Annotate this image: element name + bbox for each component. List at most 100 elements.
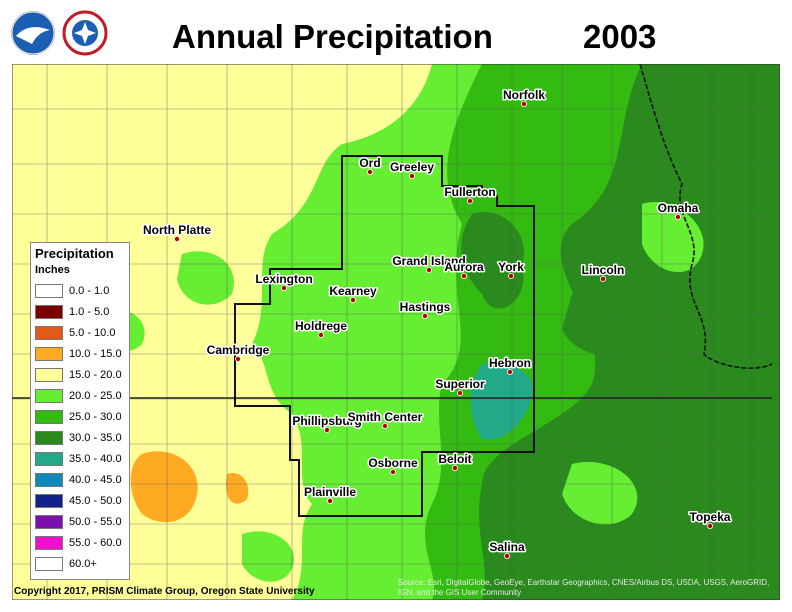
nws-logo <box>62 10 108 56</box>
city-marker: Superior <box>434 376 487 396</box>
title-year: 2003 <box>583 18 657 55</box>
legend-swatch <box>35 514 63 529</box>
city-marker: Omaha <box>656 200 700 220</box>
title-text: Annual Precipitation <box>172 18 493 55</box>
patch-orange <box>226 473 249 504</box>
city-dot <box>456 389 463 396</box>
city-label: Fullerton <box>444 185 495 199</box>
patch-light <box>562 462 638 525</box>
legend-item: 40.0 - 45.0 <box>35 469 129 490</box>
city-dot <box>675 213 682 220</box>
legend-swatch <box>35 388 63 403</box>
city-dot <box>326 497 333 504</box>
legend-label: 40.0 - 45.0 <box>69 473 122 486</box>
city-marker: Salina <box>488 539 526 559</box>
city-label: Grand Island <box>392 254 465 268</box>
city-label: Kearney <box>329 284 377 298</box>
city-label: Plainville <box>304 485 356 499</box>
city-dot <box>280 284 287 291</box>
city-label: Hebron <box>489 356 531 370</box>
legend-swatch <box>35 472 63 487</box>
city-marker: Hebron <box>488 355 533 375</box>
city-dot <box>460 272 467 279</box>
legend-swatch <box>35 367 63 382</box>
city-label: Greeley <box>390 160 434 174</box>
city-label: Norfolk <box>503 88 545 102</box>
city-dot <box>323 426 330 433</box>
legend-swatch <box>35 430 63 445</box>
noaa-logo <box>11 11 55 55</box>
legend-label: 30.0 - 35.0 <box>69 431 122 444</box>
legend-label: 50.0 - 55.0 <box>69 515 122 528</box>
city-label: York <box>498 260 524 274</box>
city-label: Cambridge <box>207 343 270 357</box>
city-marker: York <box>497 259 526 279</box>
city-marker: Lexington <box>254 271 314 291</box>
legend-swatch <box>35 535 63 550</box>
city-label: Lexington <box>255 272 312 286</box>
city-label: Omaha <box>658 201 699 215</box>
city-dot <box>389 468 396 475</box>
legend-swatch <box>35 346 63 361</box>
patch-orange <box>130 451 198 523</box>
legend-label: 0.0 - 1.0 <box>69 284 110 297</box>
city-dot <box>421 312 428 319</box>
city-dot <box>507 272 514 279</box>
city-marker: Norfolk <box>502 87 547 108</box>
legend-label: 55.0 - 60.0 <box>69 536 122 549</box>
city-label: Hastings <box>400 300 451 314</box>
city-marker: Beloit <box>437 451 473 471</box>
city-dot <box>503 552 510 559</box>
legend-item: 45.0 - 50.0 <box>35 490 129 511</box>
city-marker: Grand Island <box>391 253 467 273</box>
city-dot <box>173 235 180 242</box>
legend-swatch <box>35 493 63 508</box>
precipitation-map: Norfolk Ord Greeley Fullerton North Platte Om… <box>12 64 780 600</box>
map-title: Annual Precipitation 2003 <box>0 14 792 64</box>
city-dot <box>349 296 356 303</box>
city-layer: Norfolk Ord Greeley Fullerton North Platte Om… <box>141 87 732 559</box>
city-marker: North Platte <box>141 222 213 242</box>
city-marker: Plainville <box>302 484 358 504</box>
legend-label: 20.0 - 25.0 <box>69 389 122 402</box>
city-dot <box>466 197 473 204</box>
city-dot <box>317 331 324 338</box>
legend-item: 50.0 - 55.0 <box>35 511 129 532</box>
city-marker: Holdrege <box>293 318 349 338</box>
legend-item: 55.0 - 60.0 <box>35 532 129 553</box>
city-label: Topeka <box>689 510 730 524</box>
copyright-text: Copyright 2017, PRISM Climate Group, Ore… <box>14 586 315 597</box>
city-marker: Fullerton <box>443 184 497 204</box>
city-marker: Osborne <box>367 455 419 475</box>
city-dot <box>520 101 527 108</box>
study-area-outline <box>234 155 535 517</box>
city-marker: Lincoln <box>580 262 626 282</box>
patch-dark <box>562 292 638 355</box>
patch-teal <box>470 363 533 440</box>
source-credit: Source: Esri, DigitalGlobe, GeoEye, Eart… <box>398 578 770 597</box>
legend-label: 25.0 - 30.0 <box>69 410 122 423</box>
city-label: Holdrege <box>295 319 347 333</box>
city-label: Superior <box>435 377 485 391</box>
legend-item: 30.0 - 35.0 <box>35 427 129 448</box>
city-marker: Cambridge <box>205 342 271 362</box>
legend-item: 60.0+ <box>35 553 129 574</box>
city-label: Osborne <box>368 456 418 470</box>
legend-swatch <box>35 451 63 466</box>
city-dot <box>366 169 373 176</box>
city-label: Salina <box>489 540 525 554</box>
legend-item: 20.0 - 25.0 <box>35 385 129 406</box>
patch-green <box>242 531 294 582</box>
city-dot <box>600 275 607 282</box>
legend-item: 25.0 - 30.0 <box>35 406 129 427</box>
city-marker: Ord <box>358 155 382 176</box>
legend-item: 10.0 - 15.0 <box>35 343 129 364</box>
map-legend: Precipitation Inches 0.0 - 1.0 1.0 - 5.0 5… <box>30 242 130 580</box>
city-marker: Greeley <box>388 159 436 180</box>
legend-swatch <box>35 409 63 424</box>
legend-label: 10.0 - 15.0 <box>69 347 122 360</box>
city-dot <box>451 464 458 471</box>
legend-item: 0.0 - 1.0 <box>35 280 129 301</box>
city-dot <box>425 266 432 273</box>
legend-swatch <box>35 325 63 340</box>
